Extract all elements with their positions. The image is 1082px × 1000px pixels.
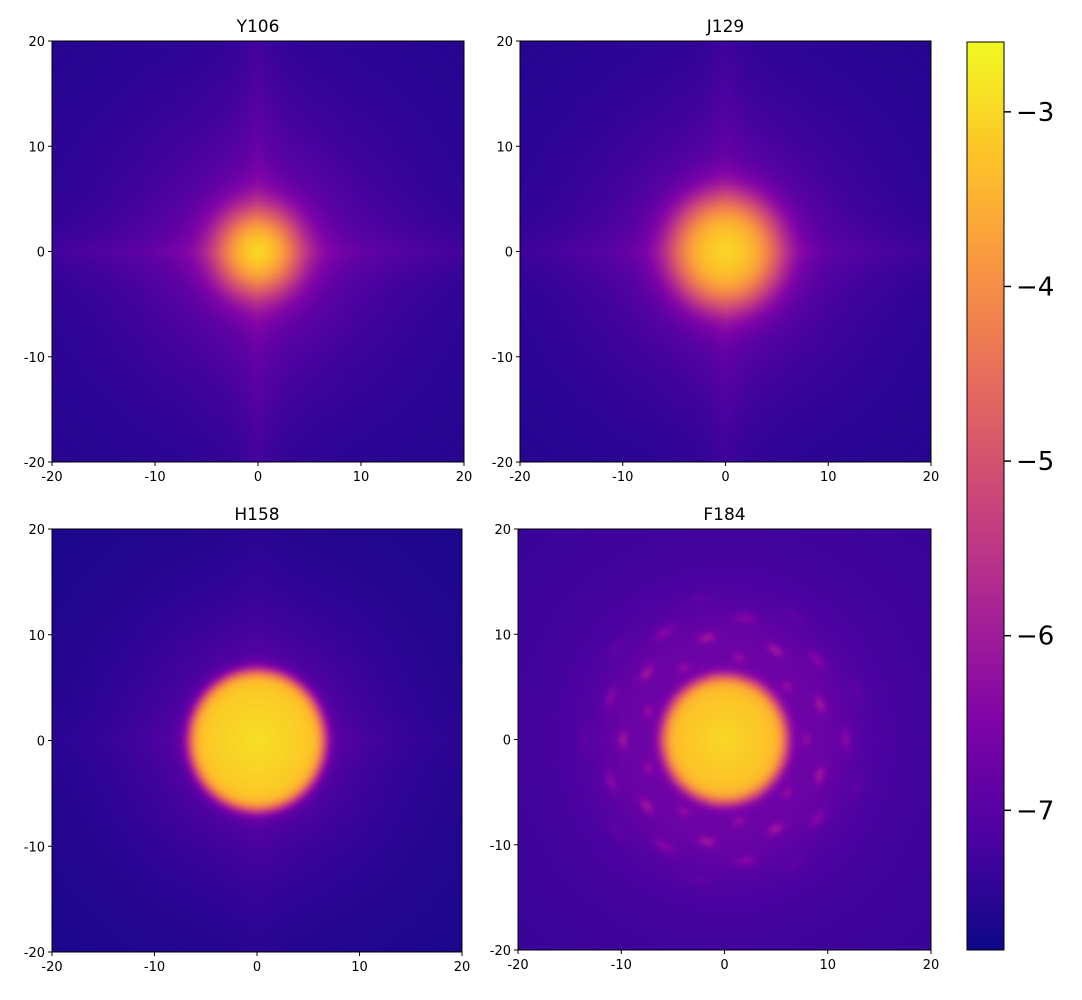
y-tick-label: -10 <box>24 351 45 366</box>
y-tick-label: 0 <box>37 735 45 750</box>
x-tick-label: 20 <box>456 470 473 485</box>
x-tick-label: -20 <box>41 470 62 485</box>
y-tick-label: 20 <box>28 35 45 50</box>
y-tick-label: 10 <box>494 628 511 643</box>
colorbar-tick-label: −7 <box>1016 796 1054 826</box>
y-tick-label: 10 <box>496 140 513 155</box>
x-tick-label: 0 <box>254 470 262 485</box>
x-tick-label: -10 <box>612 470 633 485</box>
y-tick-label: 0 <box>505 246 513 261</box>
x-tick-label: 0 <box>721 470 729 485</box>
x-tick-label: 20 <box>923 470 940 485</box>
panel-f184: F184 -20 -10 0 10 20 -20 -10 0 10 20 <box>490 505 940 973</box>
x-tick-label: 10 <box>820 470 837 485</box>
heatmap-image <box>52 529 462 952</box>
x-tick-label: 0 <box>253 960 261 975</box>
panel-title: H158 <box>234 505 279 525</box>
y-tick-label: 10 <box>28 629 45 644</box>
y-tick-label: 20 <box>496 35 513 50</box>
x-tick-label: 10 <box>353 470 370 485</box>
colorbar-tick-label: −4 <box>1016 272 1054 302</box>
colorbar-ticks: −3 −4 −5 −6 −7 <box>1004 98 1054 826</box>
colorbar-tick-label: −6 <box>1016 622 1054 652</box>
y-tick-label: -20 <box>492 456 513 471</box>
y-tick-label: 20 <box>494 523 511 538</box>
y-tick-label: 10 <box>28 140 45 155</box>
x-tick-label: -20 <box>509 470 530 485</box>
y-tick-label: -10 <box>492 351 513 366</box>
heatmap-image <box>518 529 931 950</box>
panel-h158: H158 -20 -10 0 10 20 -20 -10 0 10 20 <box>24 505 471 975</box>
heatmap-image <box>520 41 931 462</box>
x-tick-label: -20 <box>507 958 528 973</box>
colorbar-tick-label: −3 <box>1016 98 1054 128</box>
colorbar-tick-label: −5 <box>1016 447 1054 477</box>
y-tick-label: 0 <box>503 734 511 749</box>
panel-title: Y106 <box>236 17 280 37</box>
y-tick-label: 20 <box>28 523 45 538</box>
colorbar: −3 −4 −5 −6 −7 <box>966 41 1054 951</box>
y-tick-label: 0 <box>37 246 45 261</box>
x-tick-label: -10 <box>144 470 165 485</box>
x-tick-label: -10 <box>144 960 165 975</box>
panel-y106: Y106 -20 -10 0 10 20 -20 -10 0 10 20 <box>24 17 473 485</box>
panels: Y106 -20 -10 0 10 20 -20 -10 0 10 20 J129 -20 -10 0 10 2… <box>24 17 940 975</box>
panel-title: J129 <box>706 17 744 37</box>
x-tick-label: 20 <box>923 958 940 973</box>
panel-j129: J129 -20 -10 0 10 20 -20 -10 0 10 20 <box>492 17 940 485</box>
y-tick-label: -20 <box>24 456 45 471</box>
heatmap-image <box>52 41 464 462</box>
x-tick-label: -10 <box>611 958 632 973</box>
y-tick-label: -10 <box>24 840 45 855</box>
y-tick-label: -20 <box>490 944 511 959</box>
x-tick-label: 0 <box>720 958 728 973</box>
y-tick-label: -10 <box>490 839 511 854</box>
panel-title: F184 <box>703 505 745 525</box>
x-tick-label: 10 <box>819 958 836 973</box>
x-tick-label: 10 <box>351 960 368 975</box>
colorbar-gradient <box>966 41 1005 951</box>
x-tick-label: 20 <box>454 960 471 975</box>
y-tick-label: -20 <box>24 946 45 961</box>
x-tick-label: -20 <box>41 960 62 975</box>
